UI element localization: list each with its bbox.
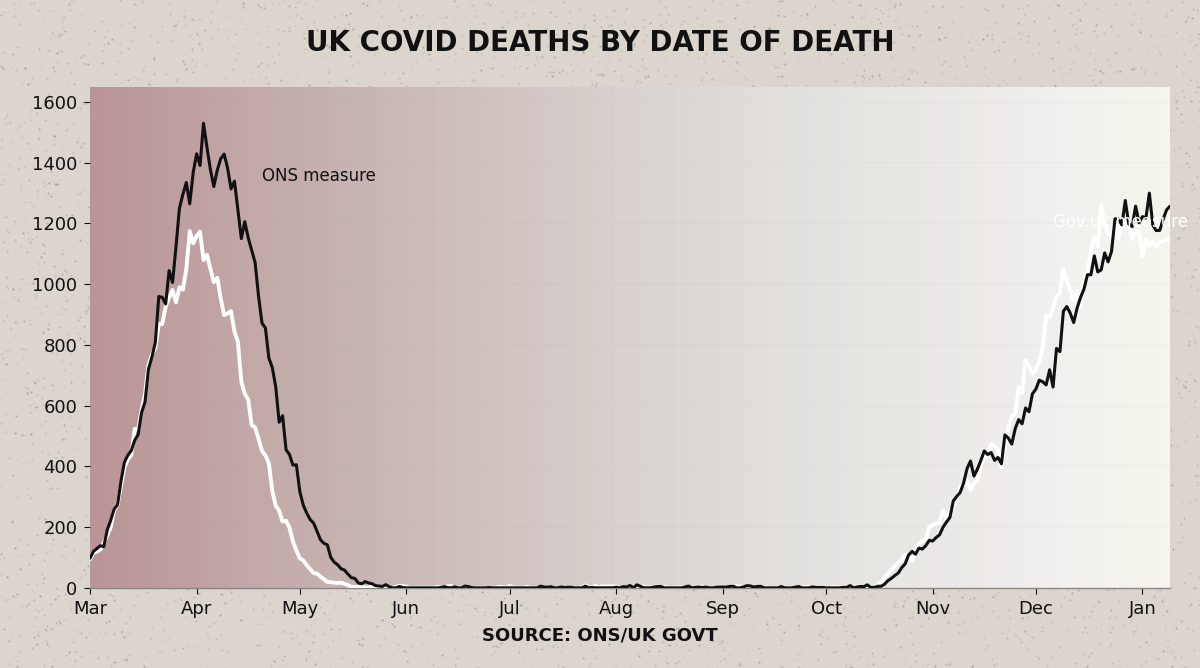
Text: Gov.uk measure: Gov.uk measure [1054,212,1188,230]
Text: ONS measure: ONS measure [262,167,376,185]
Text: UK COVID DEATHS BY DATE OF DEATH: UK COVID DEATHS BY DATE OF DEATH [306,29,894,57]
Text: SOURCE: ONS/UK GOVT: SOURCE: ONS/UK GOVT [482,627,718,645]
